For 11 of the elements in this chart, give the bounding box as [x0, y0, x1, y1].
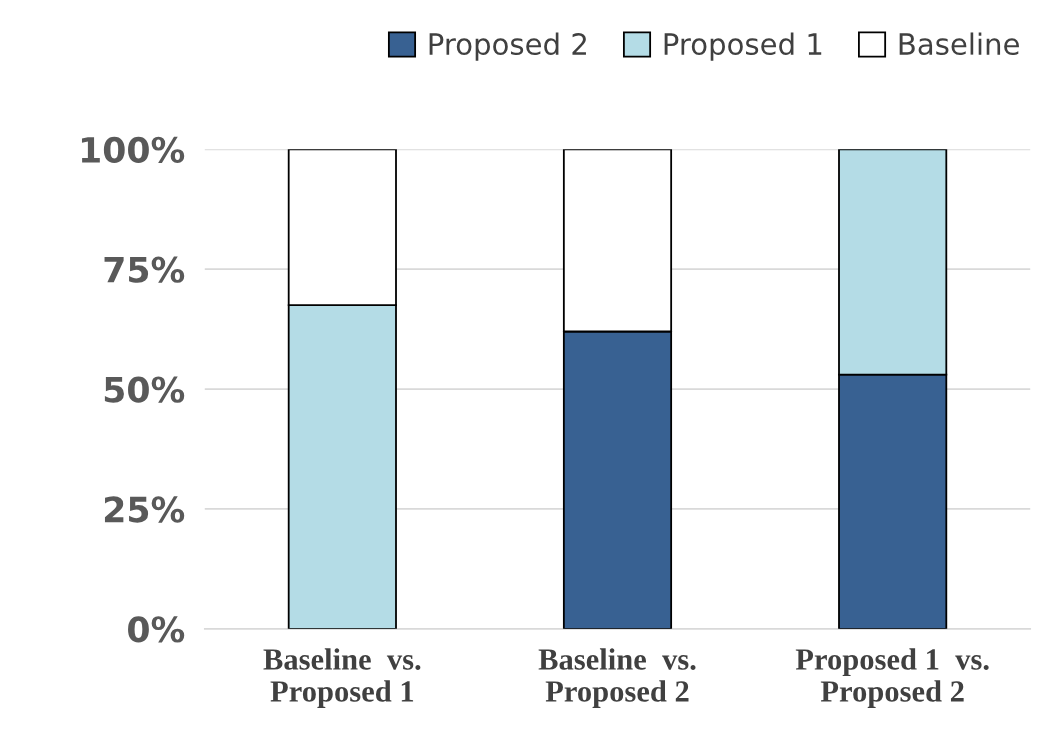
legend-label: Proposed 1 — [664, 32, 822, 61]
y-tick-label: 75% — [104, 256, 185, 283]
x-tick-label: Baseline vs. Proposed 1 — [263, 648, 421, 708]
y-tick-label: 100% — [81, 136, 185, 163]
x-tick-label: Proposed 1 vs. Proposed 2 — [795, 648, 989, 708]
legend-label: Baseline — [899, 32, 1019, 56]
y-tick-label: 0% — [128, 616, 185, 643]
y-tick-label: 50% — [104, 376, 185, 403]
x-tick-label: Baseline vs. Proposed 2 — [538, 648, 696, 708]
legend-label: Proposed 2 — [429, 32, 586, 61]
y-tick-label: 25% — [104, 496, 185, 523]
